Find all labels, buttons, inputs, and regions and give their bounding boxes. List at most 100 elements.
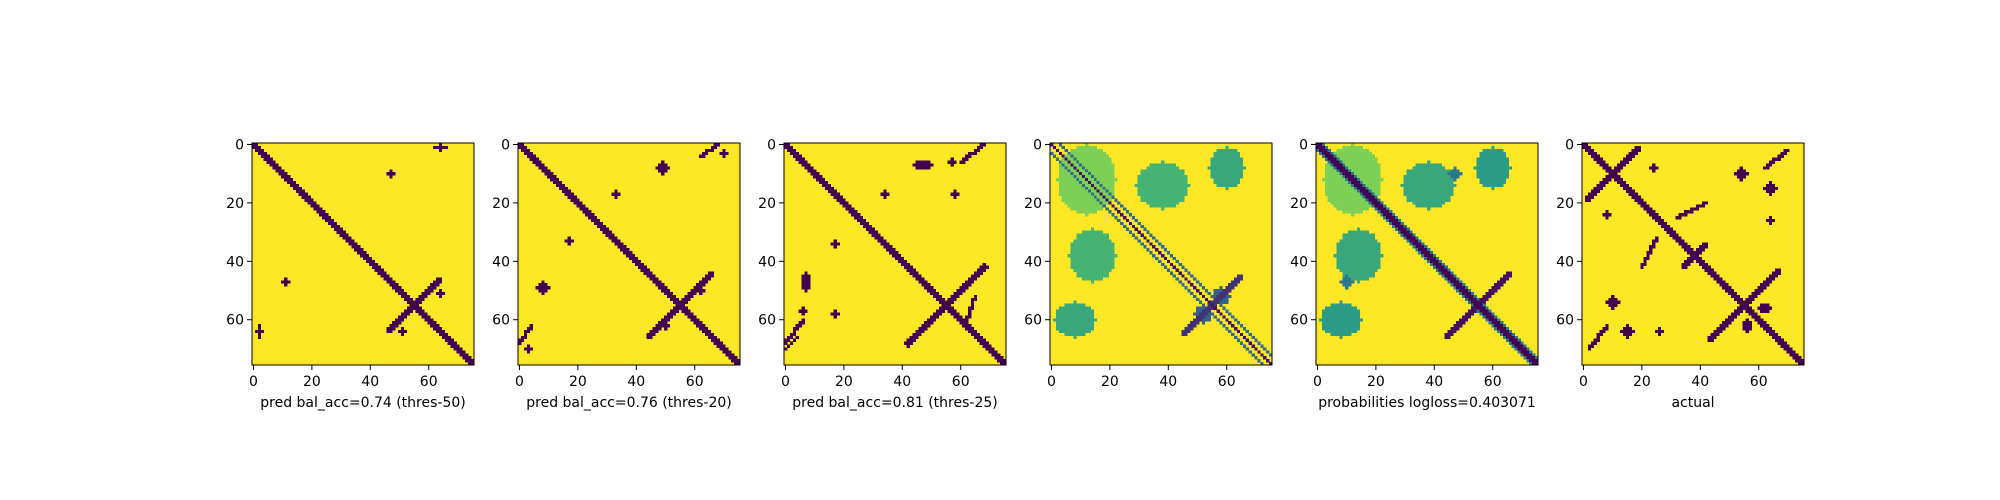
- heatmap-cell: [1628, 329, 1633, 334]
- heatmap-cell: [1105, 175, 1109, 179]
- heatmap-cell: [1099, 195, 1103, 199]
- heatmap-cell: [1169, 254, 1174, 258]
- heatmap-cell: [927, 324, 931, 328]
- heatmap-cell: [1146, 178, 1150, 182]
- heatmap-cell: [1321, 321, 1326, 325]
- heatmap-cell: [1353, 169, 1358, 173]
- heatmap-cell: [1637, 198, 1641, 202]
- heatmap-cell: [1771, 189, 1776, 194]
- heatmap-cell: [1248, 332, 1252, 337]
- heatmap-cell: [789, 332, 794, 337]
- heatmap-cell: [1336, 318, 1340, 322]
- heatmap-cell: [699, 291, 703, 296]
- heatmap-cell: [582, 207, 586, 211]
- heatmap-cell: [1257, 341, 1261, 345]
- heatmap-cell: [1090, 186, 1095, 191]
- heatmap-cell: [1359, 189, 1364, 194]
- heatmap-cell: [1491, 315, 1495, 319]
- heatmap-cell: [1351, 204, 1355, 208]
- heatmap-cell: [441, 335, 446, 340]
- heatmap-cell: [1111, 175, 1115, 179]
- heatmap-cell: [661, 289, 665, 293]
- heatmap-cell: [1415, 178, 1419, 182]
- heatmap-cell: [1198, 312, 1203, 316]
- heatmap-cell: [1102, 236, 1106, 240]
- heatmap-cell: [1733, 294, 1738, 299]
- heatmap-cell: [1356, 268, 1361, 272]
- heatmap-cell: [1476, 309, 1480, 313]
- heatmap-cell: [1090, 192, 1095, 196]
- heatmap-cell: [322, 216, 326, 220]
- heatmap-cell: [1228, 175, 1232, 179]
- heatmap-cell: [1321, 154, 1326, 158]
- heatmap-cell: [1064, 201, 1068, 205]
- heatmap-cell: [1093, 245, 1098, 249]
- heatmap-cell: [1339, 262, 1343, 267]
- heatmap-cell: [1269, 353, 1273, 357]
- heatmap-cell: [351, 242, 355, 246]
- heatmap-cell: [970, 327, 975, 331]
- heatmap-cell: [1590, 195, 1595, 199]
- heatmap-cell: [1500, 148, 1504, 153]
- heatmap-cell: [921, 329, 925, 334]
- heatmap-cell: [1149, 195, 1153, 199]
- heatmap-cell: [1085, 324, 1089, 328]
- heatmap-cell: [588, 210, 592, 214]
- heatmap-cell: [1429, 186, 1434, 191]
- heatmap-cell: [1178, 172, 1182, 176]
- heatmap-cell: [1359, 180, 1364, 185]
- heatmap-cell: [1365, 239, 1369, 243]
- heatmap-cell: [284, 175, 288, 179]
- heatmap-cell: [1494, 175, 1498, 179]
- heatmap-cell: [1201, 309, 1206, 313]
- heatmap-cell: [418, 300, 422, 305]
- heatmap-cell: [1234, 160, 1238, 164]
- heatmap-cell: [1482, 157, 1486, 161]
- heatmap-cell: [1169, 178, 1174, 182]
- heatmap-cell: [1421, 172, 1425, 176]
- heatmap-cell: [1675, 233, 1679, 237]
- heatmap-cell: [1102, 248, 1106, 252]
- heatmap-cell: [1497, 324, 1501, 328]
- y-tick-label: 40: [492, 254, 510, 270]
- heatmap-cell: [1605, 210, 1609, 214]
- heatmap-cell: [1225, 160, 1229, 164]
- heatmap-cell: [1760, 289, 1764, 293]
- heatmap-cell: [862, 218, 867, 223]
- heatmap-cell: [1333, 166, 1337, 170]
- heatmap-cell: [1351, 265, 1355, 269]
- heatmap-cell: [906, 265, 910, 269]
- heatmap-cell: [1593, 151, 1597, 156]
- heatmap-cell: [260, 329, 265, 334]
- heatmap-cell: [1500, 283, 1504, 287]
- heatmap-cell: [821, 183, 826, 188]
- heatmap-cell: [1076, 274, 1080, 278]
- heatmap-cell: [1362, 268, 1367, 272]
- heatmap-cell: [1421, 254, 1425, 258]
- heatmap-cell: [1687, 262, 1691, 267]
- heatmap-cell: [541, 166, 545, 170]
- heatmap-cell: [1085, 271, 1089, 275]
- heatmap-cell: [1125, 227, 1130, 231]
- heatmap-cell: [804, 280, 808, 284]
- heatmap-cell: [1082, 239, 1086, 243]
- heatmap-cell: [892, 248, 896, 252]
- heatmap-cell: [1456, 175, 1460, 179]
- heatmap-cells: [518, 143, 741, 366]
- heatmap-cell: [1739, 172, 1744, 176]
- heatmap-cell: [1061, 318, 1065, 322]
- heatmap-cell: [1155, 256, 1159, 261]
- heatmap-cell: [1058, 321, 1063, 325]
- heatmap-cell: [1684, 245, 1688, 249]
- heatmap-cell: [1339, 151, 1343, 156]
- heatmap-cell: [1216, 169, 1220, 173]
- heatmap-cell: [947, 160, 951, 164]
- heatmap-cell: [661, 283, 665, 287]
- heatmap-cell: [1085, 245, 1089, 249]
- heatmap-cell: [1655, 329, 1659, 334]
- heatmap-cell: [1216, 154, 1220, 158]
- heatmap-cell: [1774, 268, 1779, 272]
- heatmap-cell: [1219, 286, 1223, 290]
- heatmap-cell: [1236, 280, 1241, 284]
- heatmap-cell: [877, 239, 881, 243]
